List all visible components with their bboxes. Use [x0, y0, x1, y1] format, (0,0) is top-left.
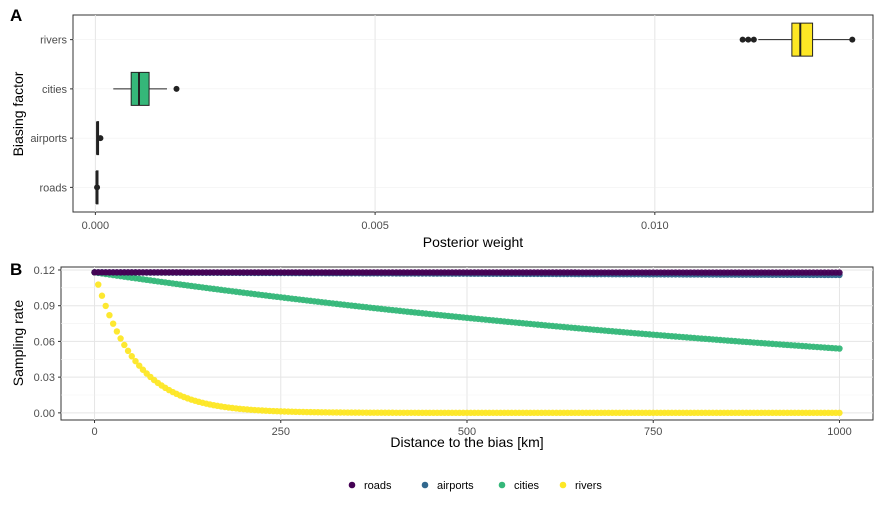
panel-b-y-tick-label: 0.00 [34, 408, 55, 420]
panel-b-y-tick-label: 0.03 [34, 372, 55, 384]
legend-item-rivers: rivers [559, 480, 602, 492]
box-outlier-point [94, 184, 101, 191]
legend: roads airports cities rivers [348, 480, 602, 492]
legend-key [348, 481, 356, 489]
panel-b-letter: B [10, 260, 22, 279]
box-outlier-point [750, 36, 757, 43]
panel-a-x-tick-label: 0.005 [361, 220, 389, 232]
series-point-cities [836, 345, 843, 352]
panel-a-x-tick-labels: 0.000 0.005 0.010 [82, 212, 669, 232]
series-point-rivers [124, 347, 132, 355]
panel-a-gridlines [73, 15, 873, 212]
panel-b-x-tick-label: 500 [458, 426, 476, 438]
legend-label: cities [514, 480, 540, 492]
box-cities [113, 71, 180, 106]
panel-b-y-tick-label: 0.06 [34, 336, 55, 348]
box-body [791, 22, 814, 57]
box-outlier-point [97, 135, 104, 142]
series-point-rivers [121, 341, 128, 349]
box-outlier-point [849, 36, 856, 43]
panel-a-y-tick-label: airports [30, 133, 67, 145]
box-body [130, 71, 150, 106]
panel-b-x-tick-label: 1000 [827, 426, 851, 438]
panel-a-x-tick-label: 0.010 [641, 220, 669, 232]
panel-a-letter: A [10, 6, 22, 25]
panel-b-y-tick-label: 0.09 [34, 301, 55, 313]
box-airports [96, 121, 104, 156]
box-outlier-point [745, 36, 752, 43]
panel-a-y-tick-label: roads [39, 182, 67, 194]
series-point-rivers [836, 409, 843, 417]
series-point-rivers [95, 281, 102, 288]
panel-b-x-tick-label: 250 [272, 426, 290, 438]
panel-b-y-tick-labels: 0.00 0.03 0.06 0.09 0.12 [34, 265, 61, 420]
series-rivers [91, 269, 843, 417]
panel-b: B 0.00 0.03 0.06 0.09 0.12 0 250 500 750 1000 Di… [10, 260, 874, 450]
series-point-rivers [109, 320, 117, 327]
series-point-rivers [102, 302, 109, 310]
legend-label: airports [437, 480, 474, 492]
panel-a-x-axis-title: Posterior weight [423, 234, 523, 250]
box-rivers [739, 22, 856, 57]
panel-b-points [91, 269, 843, 417]
legend-key [421, 481, 429, 489]
panel-b-x-axis-title: Distance to the bias [km] [390, 434, 543, 450]
series-point-rivers [117, 335, 124, 342]
panel-b-x-tick-labels: 0 250 500 750 1000 [91, 420, 852, 438]
box-outlier-point [739, 36, 746, 43]
series-point-rivers [113, 328, 121, 335]
legend-item-airports: airports [421, 480, 474, 492]
panel-a-boxes [94, 22, 856, 205]
panel-a-y-tick-label: cities [42, 84, 68, 96]
series-point-rivers [136, 362, 143, 369]
series-point-rivers [132, 357, 139, 365]
panel-b-x-tick-label: 0 [91, 426, 97, 438]
legend-item-roads: roads [348, 480, 392, 492]
series-point-roads [836, 269, 843, 276]
panel-a-x-tick-label: 0.000 [82, 220, 110, 232]
panel-a-y-tick-labels: roads airports cities rivers [30, 35, 73, 194]
panel-a-plot-area [72, 14, 874, 213]
series-roads [91, 269, 843, 276]
panel-a-y-axis-title: Biasing factor [10, 71, 26, 156]
legend-label: roads [364, 480, 392, 492]
series-point-rivers [98, 292, 106, 299]
legend-label: rivers [575, 480, 602, 492]
series-point-rivers [106, 311, 113, 319]
series-point-rivers [128, 353, 135, 360]
legend-item-cities: cities [498, 480, 540, 492]
legend-key [559, 481, 567, 489]
legend-key [498, 481, 506, 489]
panel-a-y-tick-label: rivers [40, 35, 67, 47]
panel-b-x-tick-label: 750 [644, 426, 662, 438]
box-outlier-point [173, 85, 180, 92]
panel-b-y-tick-label: 0.12 [34, 265, 55, 277]
panel-b-y-axis-title: Sampling rate [10, 300, 26, 387]
box-roads [94, 170, 101, 205]
